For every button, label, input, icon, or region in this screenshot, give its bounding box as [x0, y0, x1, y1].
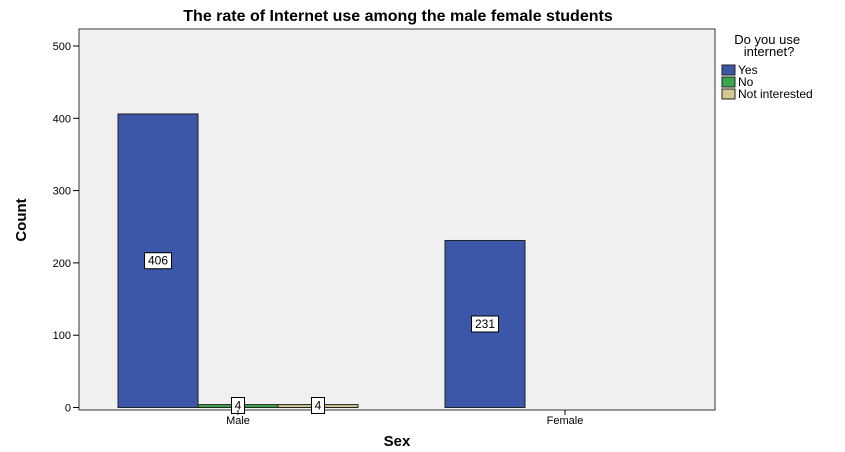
- legend-title: Do you use internet?: [734, 32, 803, 59]
- legend-swatch: [721, 88, 736, 100]
- data-label-box: [471, 315, 499, 333]
- data-label: 4: [315, 399, 322, 413]
- data-labels-group: 406 4 4 231: [144, 252, 499, 414]
- legend-title-line-1: Do you use: [734, 32, 800, 47]
- y-axis-title: Count: [13, 198, 30, 241]
- legend-swatch: [721, 76, 736, 88]
- legend-swatch: [721, 64, 736, 76]
- y-tick-label: 400: [53, 113, 71, 125]
- y-axis: 0 100 200 300 400 500: [53, 41, 79, 415]
- y-tick-label: 500: [53, 41, 71, 53]
- legend-label: No: [738, 75, 754, 89]
- x-axis-title: Sex: [384, 433, 411, 450]
- data-label-box: [311, 397, 325, 414]
- x-tick-label: Female: [547, 415, 584, 427]
- legend-label: Yes: [738, 63, 758, 77]
- y-tick-label: 300: [53, 186, 71, 198]
- x-tick-label: Male: [226, 415, 250, 427]
- y-tick-label: 100: [53, 330, 71, 342]
- legend-label: Not interested: [738, 87, 813, 101]
- data-label: 406: [148, 254, 168, 268]
- y-tick-label: 200: [53, 258, 71, 270]
- legend-title-line-2: internet?: [744, 44, 795, 59]
- data-label: 4: [235, 399, 242, 413]
- chart-title: The rate of Internet use among the male …: [183, 8, 613, 25]
- data-label-box: [144, 252, 172, 270]
- x-axis: Male Female: [226, 410, 583, 427]
- data-label: 231: [475, 317, 495, 331]
- y-tick-label: 0: [65, 403, 71, 415]
